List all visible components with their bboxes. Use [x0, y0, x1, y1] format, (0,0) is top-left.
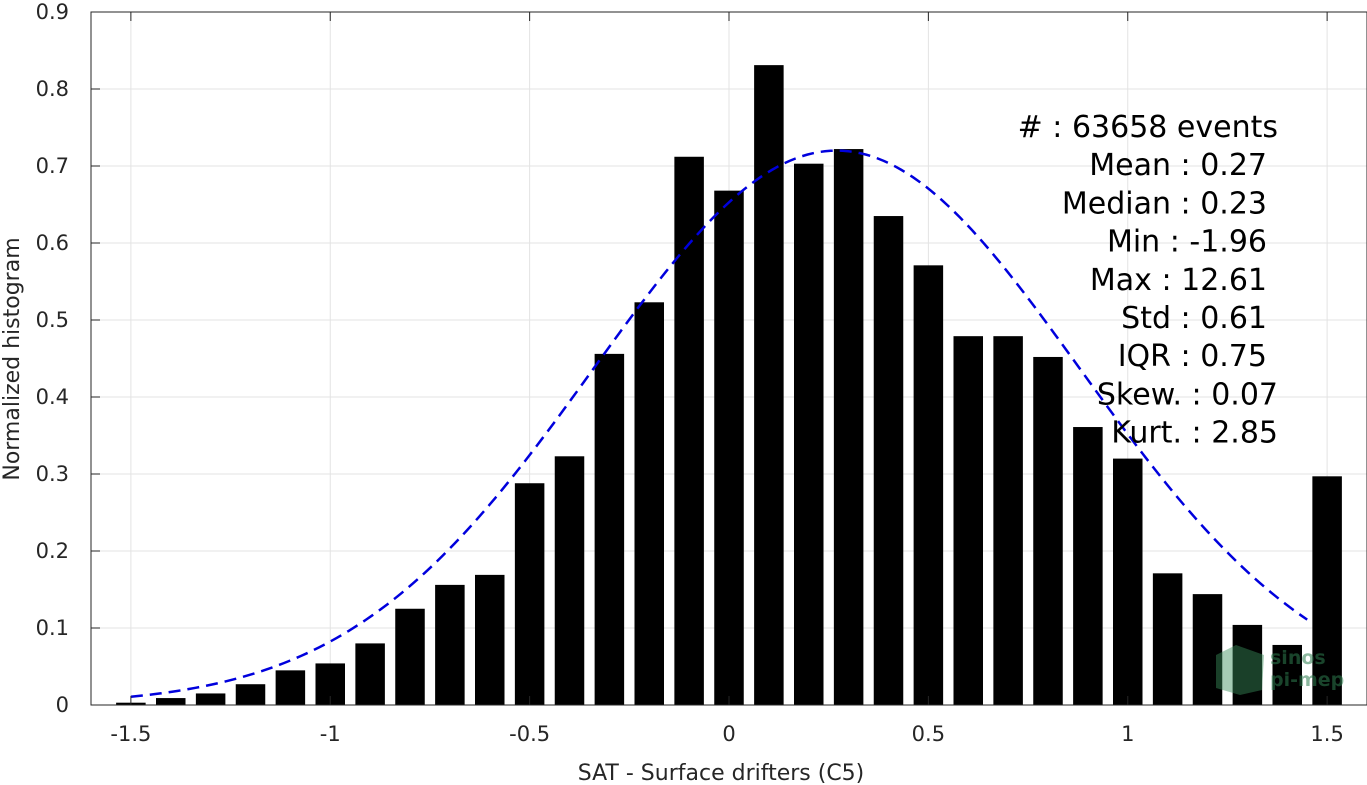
histogram-bar — [913, 265, 944, 705]
x-axis-label: SAT - Surface drifters (C5) — [578, 761, 865, 785]
y-tick-label: 0 — [56, 693, 69, 717]
histogram-bar — [1112, 458, 1143, 705]
histogram-bar — [1152, 573, 1183, 705]
histogram-bar — [435, 584, 465, 705]
y-tick-labels: 0 0.1 0.2 0.3 0.4 0.5 0.6 0.7 0.8 0.9 — [36, 0, 69, 717]
histogram-bar — [275, 670, 306, 705]
histogram-bar — [395, 608, 425, 705]
histogram-bar — [355, 643, 385, 705]
gaussian-fit-line — [130, 149, 1308, 699]
x-tick-label: 1.5 — [1310, 722, 1343, 746]
histogram-bar — [474, 574, 505, 705]
ticks — [91, 11, 1328, 706]
histogram-bar — [993, 336, 1023, 705]
y-tick-label: 0.7 — [36, 154, 69, 178]
histogram-bar — [1272, 644, 1303, 705]
stats-line: IQR : 0.75 — [1118, 339, 1267, 374]
stats-line: Skew. : 0.07 — [1097, 377, 1278, 412]
histogram-bar — [514, 483, 545, 705]
x-tick-labels: -1.5 -1 -0.5 0 0.5 1 1.5 — [110, 722, 1343, 746]
y-tick-label: 0.1 — [36, 616, 69, 640]
x-tick-label: -0.5 — [509, 722, 550, 746]
histogram-bar — [554, 456, 585, 705]
histogram-bar — [793, 163, 824, 705]
x-tick-label: -1 — [320, 722, 341, 746]
histogram-bar — [1073, 427, 1103, 705]
stats-line: Min : -1.96 — [1107, 225, 1267, 260]
x-tick-label: -1.5 — [110, 722, 151, 746]
histogram-bar — [714, 190, 744, 705]
y-tick-label: 0.9 — [36, 0, 69, 24]
histogram-bar — [754, 65, 784, 705]
histogram-bar — [1192, 594, 1223, 705]
stats-line: Std : 0.61 — [1121, 301, 1267, 336]
logo-shape-icon — [1216, 645, 1264, 695]
y-tick-label: 0.2 — [36, 539, 69, 563]
histogram-bar — [235, 684, 266, 705]
stats-line: Mean : 0.27 — [1089, 148, 1267, 183]
y-tick-label: 0.5 — [36, 308, 69, 332]
watermark-text: sinos — [1270, 647, 1326, 669]
bars — [116, 65, 1342, 706]
stats-line: Median : 0.23 — [1062, 186, 1267, 221]
histogram-bar — [195, 693, 226, 705]
y-tick-label: 0.6 — [36, 231, 69, 255]
histogram-bar — [1232, 624, 1263, 705]
histogram-bar — [1312, 476, 1342, 705]
watermark-text: pi-mep — [1270, 669, 1344, 691]
histogram-bar — [594, 353, 625, 705]
y-tick-label: 0.4 — [36, 385, 69, 409]
stats-line: Kurt. : 2.85 — [1111, 416, 1278, 451]
histogram-bar — [674, 156, 704, 705]
histogram-bar — [833, 149, 864, 705]
histogram-bar — [873, 216, 904, 706]
stats-line: Max : 12.61 — [1090, 263, 1267, 298]
x-tick-label: 0.5 — [912, 722, 945, 746]
histogram-bar — [953, 336, 984, 705]
y-tick-label: 0.8 — [36, 77, 69, 101]
y-axis-label: Normalized histogram — [0, 237, 25, 480]
x-tick-label: 1 — [1121, 722, 1134, 746]
histogram-bar — [634, 302, 665, 705]
y-tick-label: 0.3 — [36, 462, 69, 486]
histogram-bar — [1033, 356, 1063, 705]
stats-line: # : 63658 events — [1018, 110, 1278, 145]
histogram-bar — [155, 698, 186, 705]
x-tick-label: 0 — [722, 722, 735, 746]
